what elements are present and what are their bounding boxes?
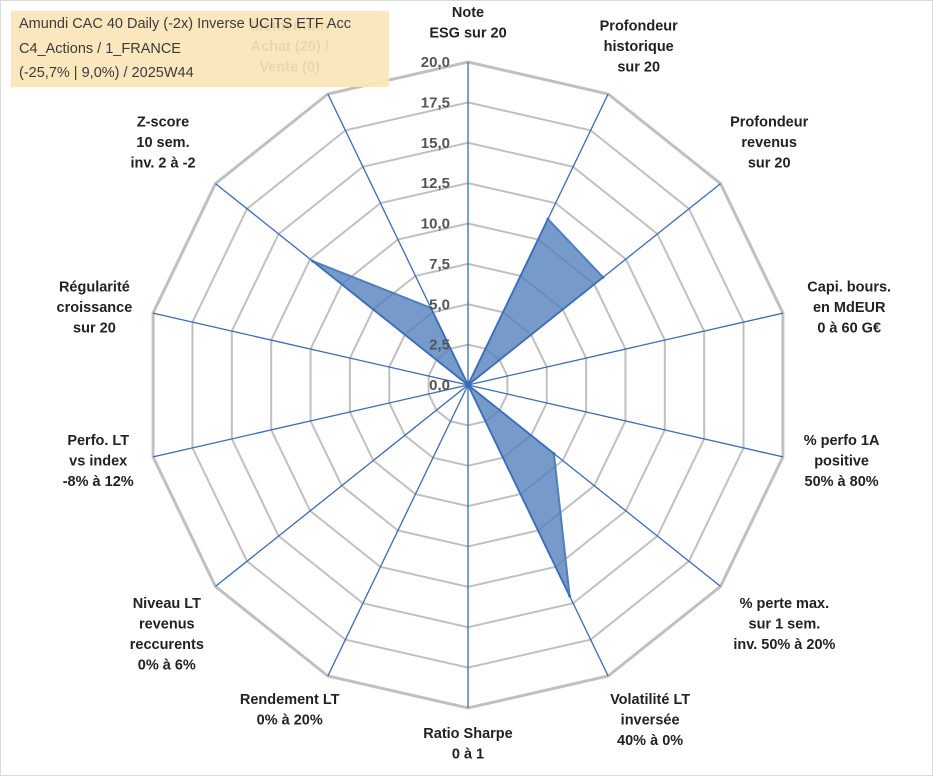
tick-label: 17,5 (421, 94, 450, 111)
axis-spoke (467, 384, 721, 587)
category-label: Perfo. LT vs index -8% à 12% (63, 433, 134, 490)
category-label-line: reccurents (130, 637, 204, 653)
category-label-line: Perfo. LT (67, 433, 129, 449)
tick-label: 5,0 (429, 296, 450, 313)
series-area (311, 218, 605, 597)
category-label-line: sur 20 (748, 155, 791, 171)
category-label: Z-score 10 sem. inv. 2 à -2 (131, 114, 196, 171)
category-label: Capi. bours. en MdEUR 0 à 60 G€ (807, 279, 891, 336)
category-label-line: sur 20 (617, 60, 660, 76)
category-label: Note ESG sur 20 (429, 5, 506, 42)
title-line-1: Amundi CAC 40 Daily (-2x) Inverse UCITS … (19, 16, 351, 32)
tick-label: 12,5 (421, 175, 450, 192)
category-label: Niveau LT revenus reccurents 0% à 6% (130, 596, 204, 674)
tick-label: 20,0 (421, 54, 450, 71)
axis-spoke (467, 384, 609, 677)
category-label-line: 0 à 1 (452, 747, 484, 763)
tick-label: 2,5 (429, 337, 450, 354)
category-label-line: sur 20 (73, 320, 116, 336)
category-label: Profondeur revenus sur 20 (730, 114, 808, 171)
category-label-line: Régularité (59, 279, 130, 295)
category-label-line: % perte max. (740, 596, 829, 612)
category-label-line: Niveau LT (133, 596, 201, 612)
axis-spoke (152, 384, 469, 458)
category-label-line: 0 à 60 G€ (817, 320, 881, 336)
category-label: Ratio Sharpe 0 à 1 (423, 726, 512, 763)
category-label-line: 0% à 6% (138, 658, 196, 674)
axis-spoke (327, 384, 469, 677)
category-label-line: Profondeur (730, 114, 808, 130)
category-label-line: 10 sem. (136, 135, 189, 151)
category-label-line: inv. 50% à 20% (733, 637, 835, 653)
category-label-line: revenus (741, 135, 797, 151)
category-label-line: revenus (139, 617, 195, 633)
category-label-line: en MdEUR (813, 300, 886, 316)
category-label-line: Rendement LT (240, 692, 340, 708)
category-label-line: 40% à 0% (617, 733, 683, 749)
category-label-line: 0% à 20% (257, 712, 323, 728)
category-label-line: historique (604, 39, 674, 55)
axis-spoke (215, 384, 469, 587)
axis-spoke (467, 93, 609, 386)
axis-spoke (467, 183, 721, 386)
category-label-line: -8% à 12% (63, 474, 134, 490)
title-box: Amundi CAC 40 Daily (-2x) Inverse UCITS … (11, 11, 389, 87)
category-label-line: Z-score (137, 114, 189, 130)
title-line-3: (-25,7% | 9,0%) / 2025W44 (19, 65, 194, 81)
axis-spoke (467, 384, 784, 458)
tick-label: 10,0 (421, 216, 450, 233)
category-label: % perte max. sur 1 sem. inv. 50% à 20% (733, 596, 835, 653)
category-label-line: Ratio Sharpe (423, 726, 512, 742)
tick-label: 0,0 (429, 377, 450, 394)
axis-spoke (215, 183, 469, 386)
tick-label: 15,0 (421, 135, 450, 152)
title-line-2: C4_Actions / 1_FRANCE (19, 40, 181, 57)
category-label: Rendement LT 0% à 20% (240, 692, 340, 729)
category-label-line: inversée (621, 712, 680, 728)
category-label-line: vs index (69, 454, 127, 470)
category-label-line: positive (814, 454, 869, 470)
category-label-line: % perfo 1A (804, 433, 880, 449)
category-label: Régularité croissance sur 20 (57, 279, 133, 336)
category-label: % perfo 1A positive 50% à 80% (804, 433, 880, 490)
category-label-line: ESG sur 20 (429, 26, 506, 42)
category-label-line: inv. 2 à -2 (131, 155, 196, 171)
category-label-line: Note (452, 5, 484, 21)
category-label-line: 50% à 80% (805, 474, 879, 490)
category-label: Profondeur historique sur 20 (600, 19, 678, 76)
category-label-line: Volatilité LT (610, 692, 690, 708)
category-label: Volatilité LT inversée 40% à 0% (610, 692, 690, 749)
axis-spoke (467, 312, 784, 386)
category-label-line: Capi. bours. (807, 279, 891, 295)
axis-spoke (327, 93, 469, 386)
tick-label: 7,5 (429, 256, 450, 273)
category-label-line: croissance (57, 300, 133, 316)
axis-spoke (152, 312, 469, 386)
category-label-line: Profondeur (600, 19, 678, 35)
category-label-line: sur 1 sem. (749, 617, 821, 633)
